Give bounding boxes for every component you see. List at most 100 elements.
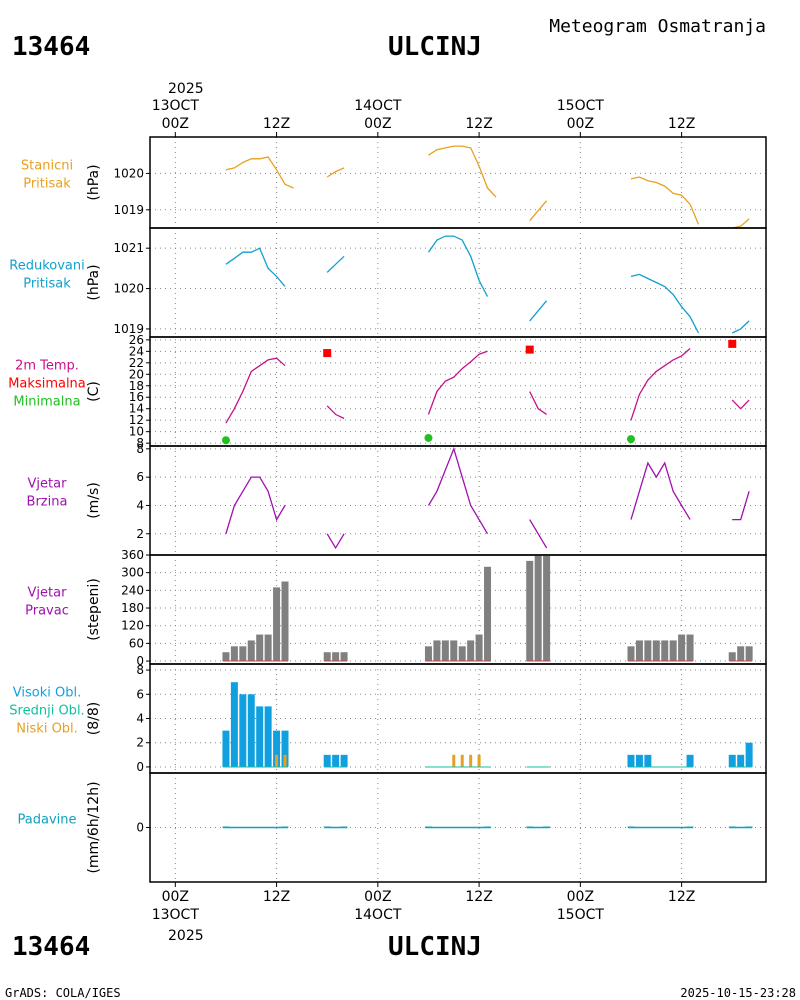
y-tick-label: 0 bbox=[136, 760, 144, 774]
max-temp-marker bbox=[525, 345, 534, 354]
bar bbox=[441, 640, 449, 662]
bar bbox=[239, 646, 247, 662]
y-tick-label: 1021 bbox=[113, 241, 144, 255]
meteogram-title: Meteogram Osmatranja bbox=[549, 16, 766, 37]
bar bbox=[526, 560, 534, 662]
panel-title-line: Padavine bbox=[18, 813, 77, 828]
bar bbox=[433, 640, 441, 662]
series-line bbox=[529, 200, 548, 222]
y-tick-label: 18 bbox=[129, 379, 144, 393]
bar bbox=[452, 754, 456, 767]
time-tick-top: 12Z bbox=[465, 116, 492, 132]
y-tick-label: 8 bbox=[136, 436, 144, 450]
series-line bbox=[428, 145, 497, 198]
day-label-top: 13OCT bbox=[152, 98, 200, 114]
bar bbox=[340, 652, 348, 662]
series-line bbox=[225, 156, 294, 189]
time-tick-top: 00Z bbox=[162, 116, 189, 132]
bar bbox=[745, 742, 753, 767]
bar bbox=[450, 640, 458, 662]
station-id-top: 13464 bbox=[12, 32, 90, 62]
y-tick-label: 8 bbox=[136, 663, 144, 677]
series-line bbox=[225, 247, 286, 287]
bar bbox=[467, 640, 475, 662]
series-line bbox=[630, 176, 700, 225]
time-tick-top: 00Z bbox=[364, 116, 391, 132]
day-label-bottom: 15OCT bbox=[557, 907, 605, 923]
y-tick-label: 14 bbox=[129, 402, 144, 416]
bar bbox=[469, 754, 473, 767]
panel-title-line: Maksimalna bbox=[8, 377, 86, 392]
bar bbox=[627, 646, 635, 662]
bar bbox=[678, 634, 686, 662]
bar bbox=[222, 652, 230, 662]
bar bbox=[273, 730, 281, 767]
bar bbox=[332, 652, 340, 662]
y-tick-label: 2 bbox=[136, 527, 144, 541]
panel-frame bbox=[149, 136, 767, 229]
series-line bbox=[529, 391, 547, 415]
bar bbox=[230, 682, 238, 767]
y-axis-label: (m/s) bbox=[86, 482, 102, 519]
time-tick-bottom: 00Z bbox=[162, 889, 189, 905]
series-line bbox=[731, 320, 750, 334]
panel-title-line: Visoki Obl. bbox=[13, 686, 81, 701]
time-tick-bottom: 12Z bbox=[263, 889, 290, 905]
bar bbox=[323, 652, 331, 662]
y-tick-label: 26 bbox=[129, 333, 144, 347]
y-tick-label: 0 bbox=[136, 821, 144, 835]
series-line bbox=[630, 348, 691, 421]
series-line bbox=[630, 273, 700, 334]
panel-frame bbox=[149, 227, 767, 338]
min-temp-marker bbox=[626, 435, 635, 444]
panel-5: 0 2 4 6 8 (8/8) Visoki Obl. Srednji Obl. Niski O… bbox=[9, 663, 767, 774]
y-axis-label: (8/8) bbox=[86, 702, 102, 735]
y-tick-label: 1019 bbox=[113, 322, 144, 336]
bar bbox=[484, 566, 492, 662]
series-line bbox=[427, 350, 488, 415]
bar bbox=[475, 634, 483, 662]
y-axis-label: (hPa) bbox=[86, 164, 102, 200]
bar bbox=[256, 634, 264, 662]
bar bbox=[332, 754, 340, 767]
time-tick-bottom: 12Z bbox=[668, 889, 695, 905]
bar bbox=[340, 754, 348, 767]
series-line bbox=[427, 235, 489, 297]
series-line bbox=[326, 405, 345, 420]
y-tick-label: 10 bbox=[129, 425, 144, 439]
bar bbox=[264, 706, 272, 767]
y-tick-label: 120 bbox=[121, 619, 144, 633]
bar bbox=[543, 555, 551, 662]
grads-credit: GrADS: COLA/IGES bbox=[5, 986, 121, 1000]
y-tick-label: 300 bbox=[121, 566, 144, 580]
bar bbox=[737, 754, 745, 767]
panel-frame bbox=[149, 772, 767, 883]
time-tick-top: 00Z bbox=[567, 116, 594, 132]
y-tick-label: 1020 bbox=[113, 282, 144, 296]
series-line bbox=[630, 461, 691, 520]
bar bbox=[534, 555, 542, 662]
bar bbox=[256, 706, 264, 767]
station-id-bottom: 13464 bbox=[12, 932, 90, 962]
y-tick-label: 0 bbox=[136, 654, 144, 668]
bar bbox=[424, 646, 432, 662]
bar bbox=[737, 646, 745, 662]
panel-6: 0 (mm/6h/12h) Padavine bbox=[18, 772, 767, 883]
bar bbox=[686, 754, 694, 767]
bar bbox=[728, 652, 736, 662]
year-bottom: 2025 bbox=[168, 928, 204, 944]
max-temp-marker bbox=[728, 339, 737, 348]
bar bbox=[264, 634, 272, 662]
bar bbox=[222, 730, 230, 767]
bar bbox=[728, 754, 736, 767]
series-line bbox=[225, 476, 286, 534]
bar bbox=[458, 646, 466, 662]
panel-3: 2 4 6 8 (m/s) Vjetar Brzina bbox=[27, 442, 767, 556]
panel-1: 1019 1020 1021 (hPa)Redukovani Pritisak bbox=[9, 227, 767, 338]
bar bbox=[635, 640, 643, 662]
y-tick-label: 24 bbox=[129, 344, 144, 358]
year-top: 2025 bbox=[168, 81, 204, 97]
day-label-top: 14OCT bbox=[354, 98, 402, 114]
y-tick-label: 6 bbox=[136, 687, 144, 701]
